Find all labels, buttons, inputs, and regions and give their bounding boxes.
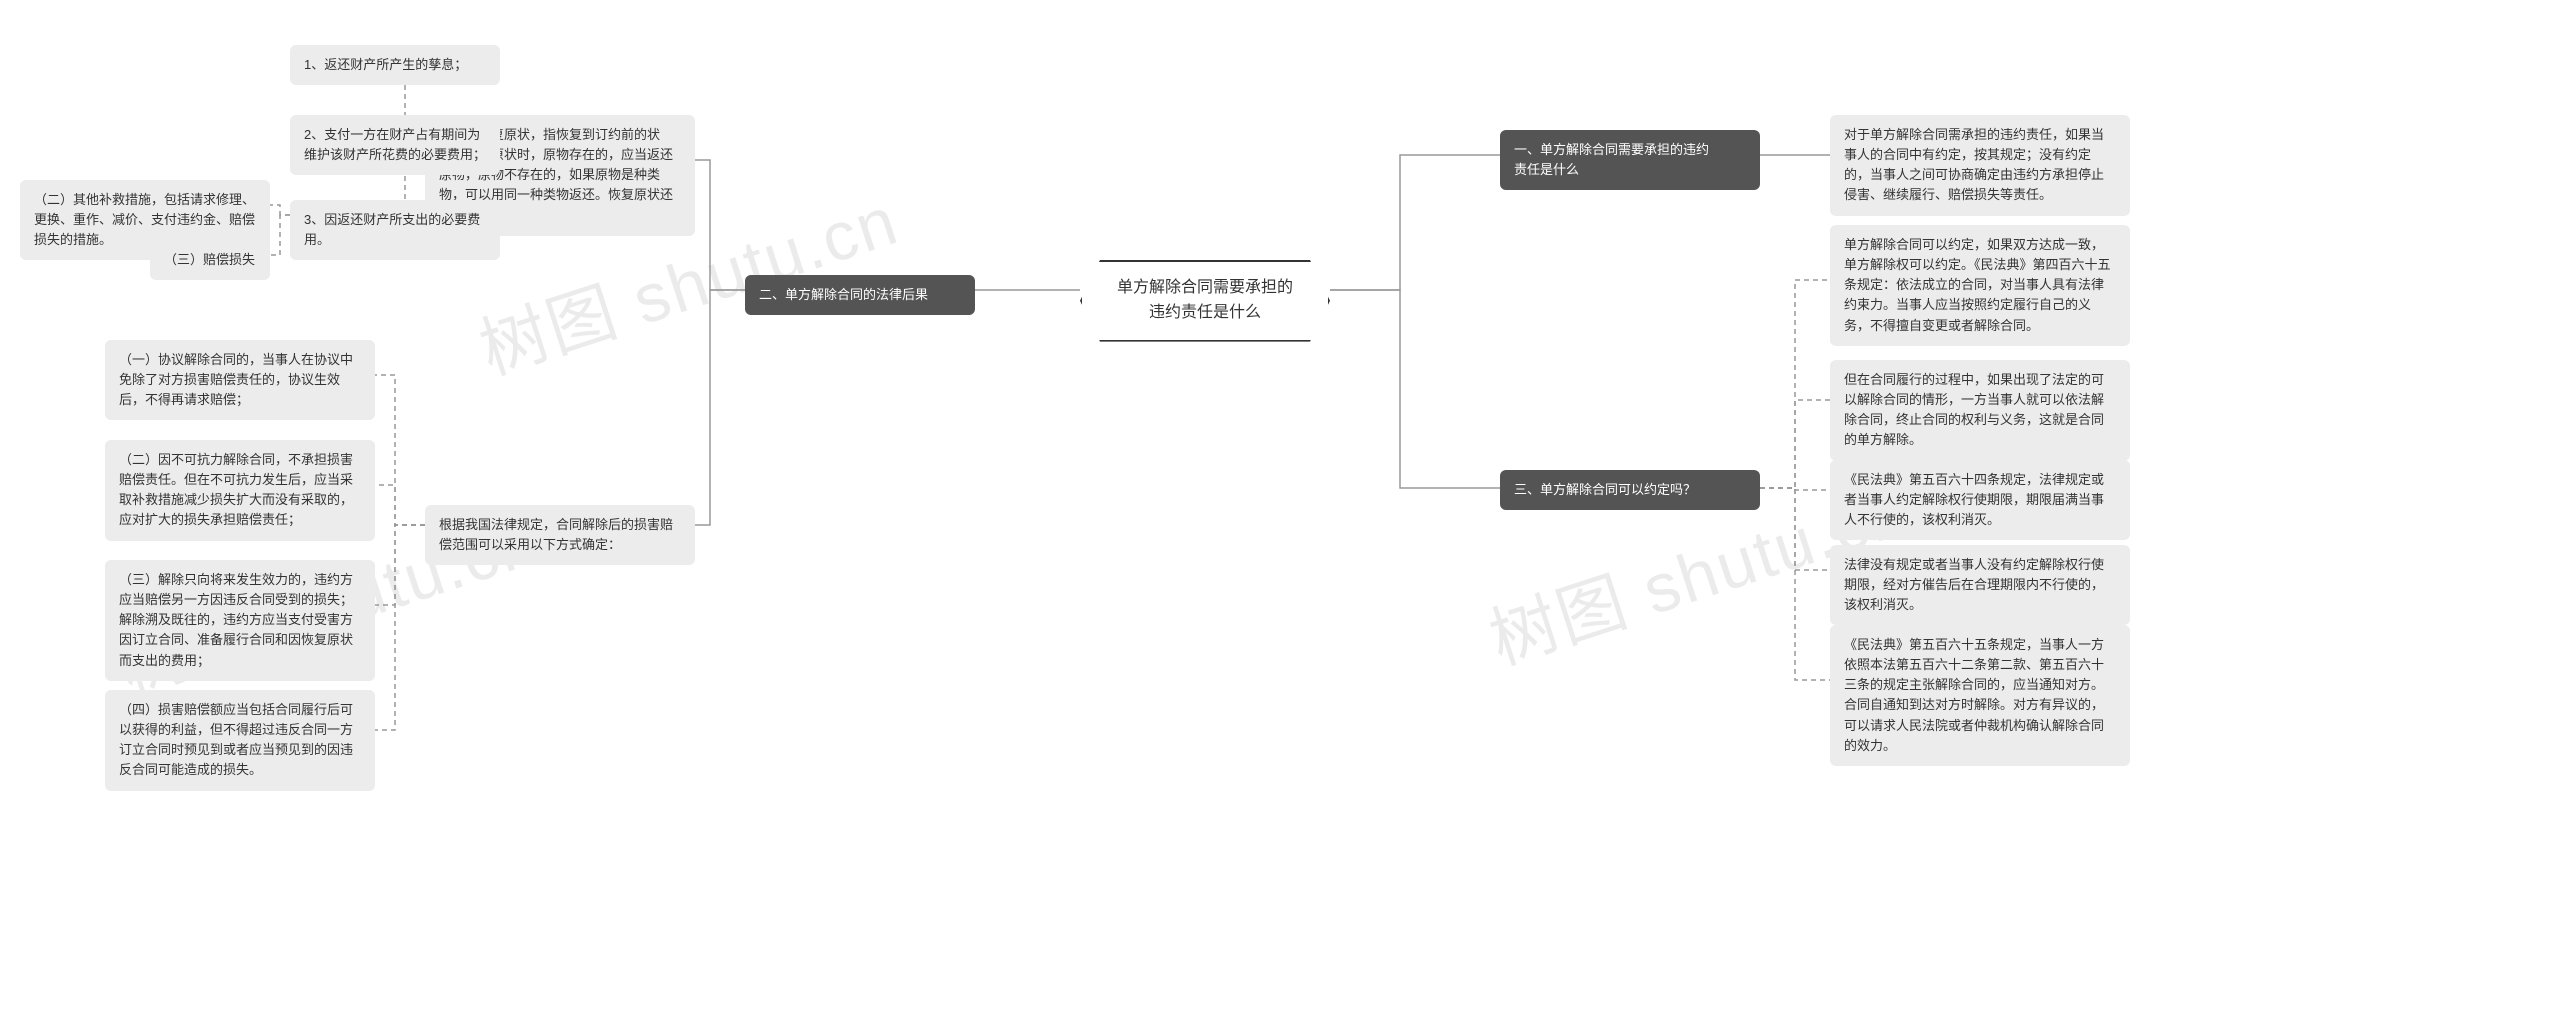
leaf-text: （三）解除只向将来发生效力的，违约方应当赔偿另一方因违反合同受到的损失；解除溯及… (119, 572, 353, 668)
section-1-leaf: 对于单方解除合同需承担的违约责任，如果当事人的合同中有约定，按其规定；没有约定的… (1830, 115, 2130, 216)
center-node: 单方解除合同需要承担的违约责任是什么 (1080, 260, 1330, 342)
leaf-text: 1、返还财产所产生的孳息； (304, 57, 467, 72)
leaf-text: 但在合同履行的过程中，如果出现了法定的可以解除合同的情形，一方当事人就可以依法解… (1844, 372, 2104, 447)
center-text: 单方解除合同需要承担的违约责任是什么 (1117, 279, 1293, 321)
section-1-title: 一、单方解除合同需要承担的违约责任是什么 (1500, 130, 1760, 190)
leaf-text: 3、因返还财产所支出的必要费用。 (304, 212, 480, 247)
sub2-leaf-0: （一）协议解除合同的，当事人在协议中免除了对方损害赔偿责任的，协议生效后，不得再… (105, 340, 375, 420)
sub1-leaf-0: 1、返还财产所产生的孳息； (290, 45, 500, 85)
section-2-sub2: 根据我国法律规定，合同解除后的损害赔偿范围可以采用以下方式确定： (425, 505, 695, 565)
leaf-text: （四）损害赔偿额应当包括合同履行后可以获得的利益，但不得超过违反合同一方订立合同… (119, 702, 353, 777)
section-2-title-text: 二、单方解除合同的法律后果 (759, 287, 928, 302)
leaf-text: （二）其他补救措施，包括请求修理、更换、重作、减价、支付违约金、赔偿损失的措施。 (34, 192, 255, 247)
leaf-text: （三）赔偿损失 (164, 252, 255, 267)
leaf-text: 法律没有规定或者当事人没有约定解除权行使期限，经对方催告后在合理期限内不行使的，… (1844, 557, 2104, 612)
section-2-title: 二、单方解除合同的法律后果 (745, 275, 975, 315)
section-3-leaf-2: 《民法典》第五百六十四条规定，法律规定或者当事人约定解除权行使期限，期限届满当事… (1830, 460, 2130, 540)
section-3-leaf-0: 单方解除合同可以约定，如果双方达成一致，单方解除权可以约定。《民法典》第四百六十… (1830, 225, 2130, 346)
leaf-text: （一）协议解除合同的，当事人在协议中免除了对方损害赔偿责任的，协议生效后，不得再… (119, 352, 353, 407)
section-3-leaf-3: 法律没有规定或者当事人没有约定解除权行使期限，经对方催告后在合理期限内不行使的，… (1830, 545, 2130, 625)
leaf-text: 《民法典》第五百六十五条规定，当事人一方依照本法第五百六十二条第二款、第五百六十… (1844, 637, 2104, 753)
sub2-leaf-3: （四）损害赔偿额应当包括合同履行后可以获得的利益，但不得超过违反合同一方订立合同… (105, 690, 375, 791)
sub1-leaf-2: 3、因返还财产所支出的必要费用。 (290, 200, 500, 260)
section-3-leaf-1: 但在合同履行的过程中，如果出现了法定的可以解除合同的情形，一方当事人就可以依法解… (1830, 360, 2130, 461)
section-1-leaf-text: 对于单方解除合同需承担的违约责任，如果当事人的合同中有约定，按其规定；没有约定的… (1844, 127, 2104, 202)
sub2-leaf-1: （二）因不可抗力解除合同，不承担损害赔偿责任。但在不可抗力发生后，应当采取补救措… (105, 440, 375, 541)
sub-extra-1: （三）赔偿损失 (150, 240, 270, 280)
sub2-text: 根据我国法律规定，合同解除后的损害赔偿范围可以采用以下方式确定： (439, 517, 673, 552)
sub2-leaf-2: （三）解除只向将来发生效力的，违约方应当赔偿另一方因违反合同受到的损失；解除溯及… (105, 560, 375, 681)
leaf-text: 《民法典》第五百六十四条规定，法律规定或者当事人约定解除权行使期限，期限届满当事… (1844, 472, 2104, 527)
section-3-title: 三、单方解除合同可以约定吗？ (1500, 470, 1760, 510)
section-3-title-text: 三、单方解除合同可以约定吗？ (1514, 482, 1696, 497)
section-1-title-text: 一、单方解除合同需要承担的违约责任是什么 (1514, 142, 1709, 177)
leaf-text: 2、支付一方在财产占有期间为维护该财产所花费的必要费用； (304, 127, 486, 162)
leaf-text: 单方解除合同可以约定，如果双方达成一致，单方解除权可以约定。《民法典》第四百六十… (1844, 237, 2111, 333)
sub1-leaf-1: 2、支付一方在财产占有期间为维护该财产所花费的必要费用； (290, 115, 500, 175)
leaf-text: （二）因不可抗力解除合同，不承担损害赔偿责任。但在不可抗力发生后，应当采取补救措… (119, 452, 353, 527)
section-3-leaf-4: 《民法典》第五百六十五条规定，当事人一方依照本法第五百六十二条第二款、第五百六十… (1830, 625, 2130, 766)
